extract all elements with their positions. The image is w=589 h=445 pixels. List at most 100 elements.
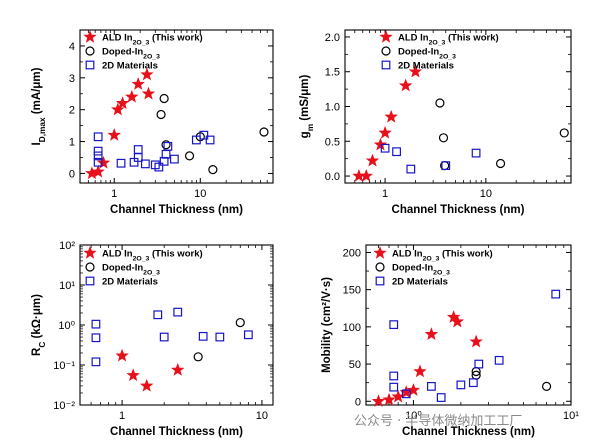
y-tick-label: 10⁻¹ [53, 360, 75, 372]
y-tick-label: 100 [343, 322, 361, 334]
data-point-star [91, 164, 105, 178]
series-circle [156, 93, 269, 175]
plot-frame [365, 244, 572, 406]
data-point-circle [161, 140, 171, 150]
watermark-text: 公众号 · 半导体微纳加工工厂 [354, 414, 523, 429]
data-point-square [494, 355, 504, 365]
data-point-square [153, 310, 163, 320]
x-tick-label: 10¹ [563, 410, 579, 422]
data-point-star [398, 78, 413, 92]
data-point-circle [495, 158, 506, 169]
data-point-star [373, 137, 388, 151]
y-tick-label: 0.0 [325, 171, 340, 183]
data-point-circle [193, 352, 203, 362]
legend-label: Doped-In2O_3 [102, 263, 160, 277]
data-point-star [107, 128, 121, 141]
data-point-circle [435, 98, 445, 108]
data-point-circle [184, 151, 195, 161]
data-point-star [384, 109, 398, 123]
y-tick-label: 4 [69, 41, 75, 53]
data-point-circle [208, 165, 218, 175]
series-square [389, 289, 561, 402]
x-axis-label: Channel Thickness (nm) [110, 204, 243, 216]
y-axis-label: ID,max (mA/μm) [31, 67, 47, 145]
data-point-square [392, 147, 401, 157]
data-point-square [474, 359, 484, 369]
legend-label: Doped-In2O_3 [102, 47, 160, 61]
data-point-square [551, 289, 561, 299]
legend-label: Doped-In2O_3 [392, 263, 450, 277]
data-point-star [450, 314, 465, 328]
data-point-star [126, 368, 140, 382]
series-star [352, 64, 423, 182]
data-point-star [131, 77, 145, 90]
y-tick-label: 10² [59, 240, 75, 252]
data-point-star [171, 362, 185, 376]
data-point-star [382, 392, 396, 406]
x-axis-label: Channel Thickness (nm) [110, 426, 243, 438]
chart-panel-3: 1 10 10⁻² 10⁻¹ 10⁰ 10¹ 10² Channel Thickness (n… [31, 240, 274, 438]
data-point-square [91, 333, 101, 343]
data-point-square [163, 141, 173, 151]
series-circle [193, 317, 245, 362]
chart-panel-1: 1 10 0 1 2 3 4 Channel Thickness (nm) ID,max (mA… [31, 29, 274, 216]
legend-label: ALD In2O_3 (This work) [392, 249, 493, 263]
data-point-star [413, 364, 427, 378]
data-point-square [91, 357, 101, 367]
x-tick-label: 10 [256, 410, 268, 422]
data-point-square [456, 380, 466, 390]
data-point-star [378, 125, 392, 139]
data-point-star [365, 153, 380, 167]
series-star [85, 67, 156, 180]
data-point-square [140, 159, 150, 169]
legend-marker-circle [85, 262, 95, 272]
data-point-square [401, 389, 411, 399]
data-point-star [408, 64, 423, 78]
series-star [115, 348, 185, 392]
data-point-square [154, 162, 164, 172]
y-tick-label: 3 [69, 73, 75, 85]
data-point-star [141, 86, 156, 100]
y-tick-label: 10⁻² [53, 400, 75, 412]
data-point-square [93, 132, 103, 142]
data-point-circle [259, 127, 269, 137]
y-axis-label: RC (kΩ·μm) [31, 294, 47, 356]
legend-label: Doped-In2O_3 [398, 47, 456, 61]
data-point-square [205, 135, 215, 145]
y-tick-label: 1.5 [325, 67, 340, 79]
series-square [380, 143, 481, 174]
legend: ALD In2O_3 (This work)Doped-In2O_32D Mat… [83, 245, 203, 288]
data-point-square [116, 158, 126, 168]
data-point-square [93, 157, 103, 167]
data-point-square [133, 145, 143, 154]
legend-marker-star [83, 29, 97, 43]
data-point-star [125, 89, 139, 103]
legend-marker-star [379, 29, 393, 43]
data-point-star [115, 96, 130, 110]
x-tick-label: 1 [111, 188, 117, 200]
legend-marker-square [381, 60, 391, 70]
y-axis-label: gm (mS/μm) [299, 75, 315, 139]
x-tick-label: 10 [480, 188, 492, 200]
data-point-square [199, 130, 209, 140]
legend-marker-star [83, 245, 97, 259]
y-tick-label: 10⁰ [58, 320, 75, 332]
data-point-star [140, 67, 154, 81]
legend-label: 2D Materials [102, 277, 158, 288]
data-point-star [406, 383, 421, 396]
data-point-square [198, 331, 208, 341]
data-point-star [96, 155, 111, 169]
x-tick-label: 1 [382, 188, 388, 200]
legend-label: 2D Materials [398, 61, 454, 72]
y-tick-label: 150 [343, 285, 361, 297]
legend-marker-square [375, 276, 385, 286]
x-axis-label: Channel Thickness (nm) [402, 426, 535, 438]
y-tick-label: 50 [349, 359, 361, 371]
y-tick-label: 1 [69, 137, 75, 149]
legend-marker-circle [381, 46, 391, 56]
data-point-square [191, 135, 201, 145]
plot-frame [79, 29, 274, 184]
data-point-square [426, 381, 436, 391]
data-point-star [359, 168, 373, 182]
